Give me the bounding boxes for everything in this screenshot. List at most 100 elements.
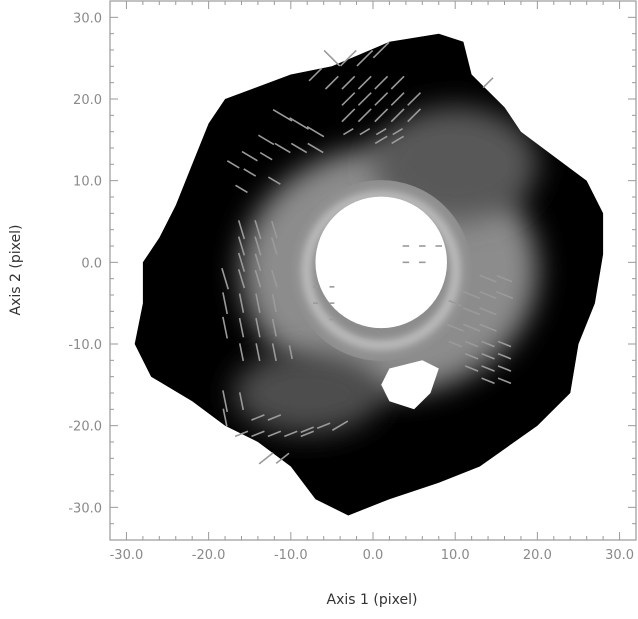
y-axis-ticks: -30.0 -20.0 -10.0 0.0 10.0 20.0 30.0 xyxy=(68,0,636,541)
vector-35 xyxy=(259,151,273,161)
vector-1 xyxy=(339,49,357,67)
vector-67 xyxy=(251,414,265,421)
vector-47 xyxy=(254,253,262,272)
vector-48 xyxy=(221,267,230,290)
vector-5 xyxy=(324,75,339,90)
vector-32 xyxy=(290,142,308,154)
x-tick-label-4: 10.0 xyxy=(441,548,470,563)
vector-77 xyxy=(258,452,274,465)
vector-34 xyxy=(241,150,258,162)
vector-60 xyxy=(238,343,245,362)
vector-83 xyxy=(479,307,497,316)
vector-40 xyxy=(237,220,246,240)
vector-9 xyxy=(390,75,405,90)
vector-93 xyxy=(497,340,512,348)
vector-91 xyxy=(464,340,479,348)
vector-100 xyxy=(481,377,495,385)
vector-87 xyxy=(495,290,514,300)
vector-0 xyxy=(323,49,341,67)
vector-15 xyxy=(341,108,356,123)
vector-30 xyxy=(258,134,275,146)
vector-55 xyxy=(271,294,277,313)
vector-94 xyxy=(464,352,479,360)
y-tick-label-0: -30.0 xyxy=(68,501,102,516)
vector-36 xyxy=(226,160,240,169)
vector-80 xyxy=(462,323,481,332)
vector-56 xyxy=(222,316,229,339)
vector-22 xyxy=(375,128,387,136)
x-tick-label-5: 20.0 xyxy=(523,548,552,563)
vector-73 xyxy=(300,430,315,438)
x-axis-title: Axis 1 (pixel) xyxy=(327,592,418,608)
vector-84 xyxy=(448,299,462,307)
vector-25 xyxy=(391,135,405,145)
vector-98 xyxy=(481,365,495,372)
vector-50 xyxy=(254,269,262,288)
y-tick-label-5: 20.0 xyxy=(73,93,102,108)
glow-region-2 xyxy=(233,351,382,435)
vector-79 xyxy=(446,323,464,332)
vector-66 xyxy=(222,408,228,427)
y-tick-label-3: 0.0 xyxy=(81,256,102,271)
polarization-vectors xyxy=(221,41,514,465)
vector-42 xyxy=(271,220,278,239)
x-tick-label-0: -30.0 xyxy=(110,548,144,563)
vector-78 xyxy=(275,452,290,465)
vector-65 xyxy=(238,392,245,411)
ring-structure xyxy=(290,180,472,410)
vector-11 xyxy=(357,92,372,106)
vector-2 xyxy=(356,49,374,67)
x-tick-label-1: -20.0 xyxy=(192,548,226,563)
vector-57 xyxy=(238,317,245,338)
inner-ring-edge xyxy=(301,190,461,351)
vector-44 xyxy=(254,236,262,256)
vector-16 xyxy=(357,108,372,123)
vector-10 xyxy=(341,92,356,106)
vector-76 xyxy=(331,420,349,431)
x-tick-label-6: 30.0 xyxy=(605,548,634,563)
vector-72 xyxy=(284,430,298,438)
vector-61 xyxy=(255,343,261,362)
vector-58 xyxy=(255,317,261,338)
vector-81 xyxy=(479,323,497,332)
outer-ring xyxy=(290,180,472,361)
vector-63 xyxy=(288,345,293,360)
vector-62 xyxy=(271,343,277,362)
vector-4 xyxy=(308,67,323,82)
vector-101 xyxy=(497,377,512,385)
vector-59 xyxy=(271,318,277,337)
vector-70 xyxy=(251,430,265,438)
vector-68 xyxy=(267,414,282,421)
vector-14 xyxy=(407,92,422,106)
vector-82 xyxy=(462,307,481,316)
y-tick-label-4: 10.0 xyxy=(73,175,102,190)
vector-45 xyxy=(271,237,278,255)
vector-88 xyxy=(479,274,497,283)
x-tick-label-2: -10.0 xyxy=(274,548,308,563)
vector-89 xyxy=(496,274,513,283)
vector-21 xyxy=(359,128,371,136)
vector-13 xyxy=(390,92,405,106)
vector-27 xyxy=(272,108,293,122)
vector-17 xyxy=(374,108,389,123)
y-tick-label-6: 30.0 xyxy=(73,11,102,26)
vector-33 xyxy=(307,142,324,154)
vector-90 xyxy=(448,340,462,348)
vector-7 xyxy=(357,75,372,90)
y-tick-label-2: -10.0 xyxy=(68,338,102,353)
y-tick-label-1: -20.0 xyxy=(68,420,102,435)
x-axis-ticks: -30.0 -20.0 -10.0 0.0 10.0 20.0 30.0 xyxy=(109,1,637,563)
vector-8 xyxy=(374,75,389,90)
vector-3 xyxy=(372,41,390,59)
vector-49 xyxy=(237,269,246,289)
vector-51 xyxy=(271,269,278,288)
vector-24 xyxy=(374,135,388,145)
y-axis-title: Axis 2 (pixel) xyxy=(8,225,24,316)
vector-29 xyxy=(306,125,325,138)
vector-26 xyxy=(482,77,494,89)
vector-20 xyxy=(343,128,354,136)
vector-52 xyxy=(222,292,229,315)
vector-53 xyxy=(238,293,245,313)
vector-97 xyxy=(464,365,479,372)
